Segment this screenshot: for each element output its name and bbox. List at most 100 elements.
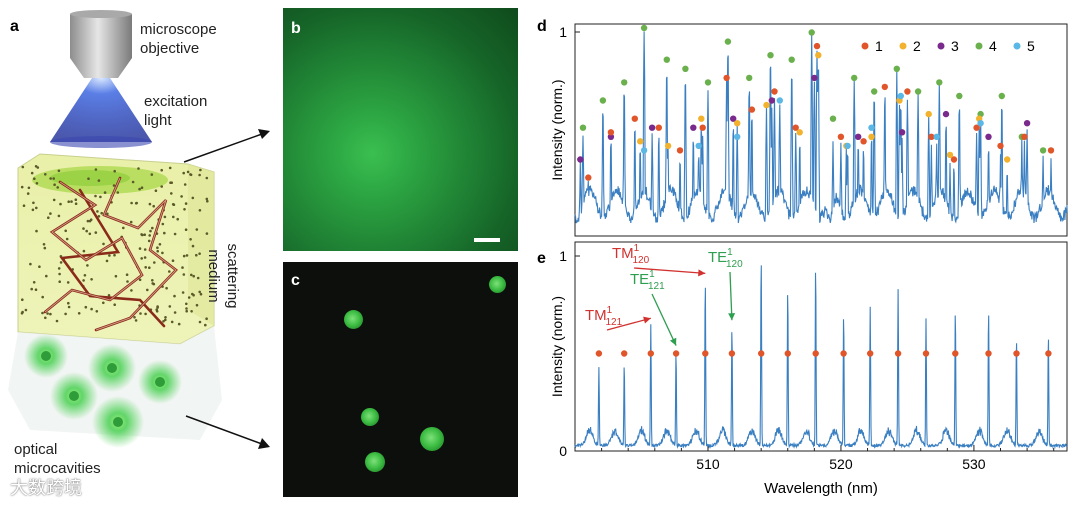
scatterer-particle xyxy=(184,202,188,205)
scatterer-particle xyxy=(154,189,158,192)
scatterer-particle xyxy=(181,266,184,269)
scatterer-particle xyxy=(74,202,78,205)
peak-marker-5 xyxy=(977,120,984,127)
legend-label-1: 1 xyxy=(875,38,883,54)
scatterer-particle xyxy=(59,261,63,264)
scatterer-particle xyxy=(164,316,167,319)
scatterer-particle xyxy=(87,177,90,180)
peak-marker-2 xyxy=(763,101,770,109)
peak-marker-1 xyxy=(881,83,888,91)
scatterer-particle xyxy=(29,262,32,266)
annotation-arrow xyxy=(729,271,733,321)
y-tick-label: 1 xyxy=(559,248,567,264)
scatterer-particle xyxy=(100,211,103,215)
scatterer-particle xyxy=(67,200,70,203)
peak-marker-5 xyxy=(734,133,741,140)
scatterer-particle xyxy=(130,289,133,292)
scatterer-particle xyxy=(170,192,173,195)
scatterer-particle xyxy=(36,166,40,169)
x-axis-label: Wavelength (nm) xyxy=(764,480,878,497)
legend-marker-2 xyxy=(899,42,907,50)
legend-label-2: 2 xyxy=(913,38,921,54)
arrow-to-panel-c xyxy=(185,415,263,445)
peak-marker-1 xyxy=(860,138,867,145)
scatterer-particle xyxy=(195,253,198,257)
mode-annotation-tm-121: TM1 121 xyxy=(585,305,623,328)
annotation-arrow xyxy=(633,267,706,275)
mode-marker xyxy=(1013,350,1020,357)
peak-marker-4 xyxy=(579,124,587,131)
scatterer-particle xyxy=(86,219,90,223)
scatterer-particle xyxy=(57,267,61,270)
scatterer-particle xyxy=(53,183,56,186)
scatterer-particle xyxy=(150,173,154,176)
scatterer-particle xyxy=(151,226,154,230)
scatterer-particle xyxy=(184,228,188,231)
scatterer-particle xyxy=(177,322,181,326)
mode-marker xyxy=(595,350,603,357)
scatterer-particle xyxy=(52,177,55,180)
scatterer-particle xyxy=(88,219,92,223)
peak-marker-4 xyxy=(746,74,753,82)
scatterer-particle xyxy=(49,312,52,316)
scatterer-particle xyxy=(77,312,81,315)
peak-marker-4 xyxy=(663,56,670,63)
scatterer-particle xyxy=(151,282,154,285)
scatterer-particle xyxy=(198,290,201,294)
panel-c-letter: c xyxy=(291,272,300,289)
scatterer-particle xyxy=(185,309,188,313)
scatterer-particle xyxy=(105,259,109,263)
scatterer-particle xyxy=(189,238,192,241)
peak-marker-5 xyxy=(776,97,783,104)
peak-marker-2 xyxy=(734,120,741,127)
scatterer-particle xyxy=(65,237,69,241)
scatterer-particle xyxy=(31,208,35,212)
scatterer-particle xyxy=(162,320,165,323)
scatterer-particle xyxy=(172,215,175,219)
mode-annotation-te-121: TE1 121 xyxy=(630,269,665,292)
scatterer-particle xyxy=(199,292,203,296)
scatterer-particle xyxy=(205,232,209,235)
scatterer-particle xyxy=(67,305,71,309)
scatterer-particle xyxy=(143,233,146,236)
scatterer-particle xyxy=(64,229,67,233)
peak-marker-4 xyxy=(851,74,858,82)
scatterer-particle xyxy=(47,216,50,219)
scatterer-particle xyxy=(113,303,116,307)
y-axis-label: Intensity (norm.) xyxy=(549,296,565,397)
peak-marker-5 xyxy=(640,147,648,154)
label-microscope-objective: microscope objective xyxy=(140,21,217,57)
peak-marker-3 xyxy=(855,133,862,140)
scatterer-particle xyxy=(198,173,201,177)
legend-label-3: 3 xyxy=(951,38,959,54)
scatterer-particle xyxy=(43,246,47,250)
scatterer-particle xyxy=(74,198,78,201)
scatterer-particle xyxy=(108,254,111,257)
scatterer-particle xyxy=(140,257,143,260)
label-optical-microcavities: optical microcavities xyxy=(14,441,101,477)
scatterer-particle xyxy=(198,320,202,324)
scatterer-particle xyxy=(195,228,199,231)
scatterer-particle xyxy=(32,281,36,284)
peak-marker-2 xyxy=(946,151,954,159)
scatterer-particle xyxy=(189,173,192,176)
scatterer-particle xyxy=(103,191,107,194)
mode-marker xyxy=(784,350,791,357)
mode-marker xyxy=(812,350,819,357)
scatterer-particle xyxy=(125,273,129,277)
scatterer-particle xyxy=(66,281,70,284)
mode-marker xyxy=(728,350,736,357)
scatterer-particle xyxy=(83,274,87,277)
peak-marker-3 xyxy=(730,115,737,122)
peak-marker-4 xyxy=(724,38,732,45)
legend-label-4: 4 xyxy=(989,38,997,54)
peak-marker-4 xyxy=(788,56,795,63)
scatterer-particle xyxy=(143,248,147,251)
scatterer-particle xyxy=(156,249,159,253)
mode-marker xyxy=(922,350,930,357)
arrow-to-panel-b xyxy=(183,133,263,163)
spectrum-line xyxy=(574,31,1068,224)
scatterer-particle xyxy=(161,222,165,226)
peak-marker-3 xyxy=(607,133,615,140)
peak-marker-3 xyxy=(648,124,656,131)
